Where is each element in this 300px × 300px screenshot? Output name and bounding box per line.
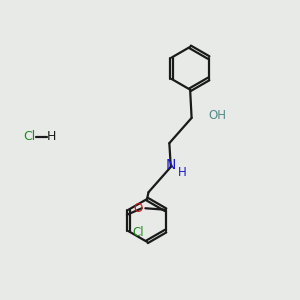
Text: O: O: [134, 202, 143, 215]
Text: OH: OH: [208, 109, 226, 122]
Text: Cl: Cl: [132, 226, 144, 239]
Text: H: H: [47, 130, 57, 143]
Text: H: H: [178, 166, 187, 179]
Text: Cl: Cl: [23, 130, 36, 143]
Text: N: N: [166, 158, 176, 172]
